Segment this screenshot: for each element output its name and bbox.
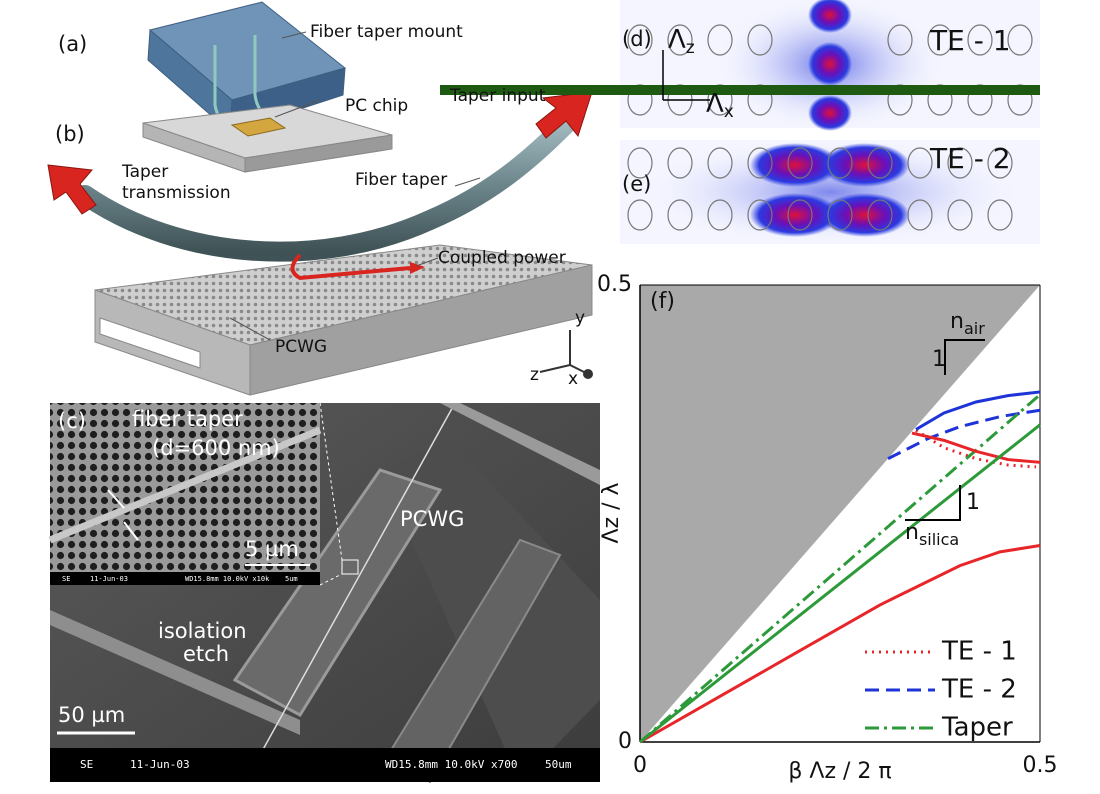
scale-label: 5 µm	[245, 537, 299, 561]
label: PCWG	[400, 507, 464, 531]
axis-label: z	[530, 365, 539, 385]
panel-label: (d)	[622, 27, 652, 51]
annotation: 1	[932, 347, 946, 372]
axis-label: x	[568, 369, 578, 389]
y-tick-label: 0.5	[597, 272, 632, 297]
series-line	[639, 544, 1041, 744]
annotation: nsilica	[905, 520, 959, 549]
footer: SE	[80, 758, 93, 771]
x-tick-label: 0	[633, 753, 647, 778]
slope-marker	[905, 485, 961, 521]
label: Λz	[668, 25, 695, 59]
label: fiber taper	[132, 407, 243, 431]
label: transmission	[122, 183, 231, 203]
label: Taper	[121, 162, 168, 182]
panel-label: (e)	[622, 172, 651, 196]
label: etch	[183, 642, 229, 666]
slope-marker	[944, 339, 985, 375]
panel-label: (a)	[58, 32, 87, 56]
scale-label: 50 µm	[58, 703, 125, 727]
label: Fiber taper mount	[310, 22, 463, 42]
label: Coupled power	[438, 248, 566, 268]
x-tick-label: 0.5	[1023, 753, 1058, 778]
axis-label: y	[575, 308, 585, 328]
schematic: (a) Fiber taper mount PC chip (b) Taper …	[47, 1, 593, 396]
series-line	[911, 431, 1041, 464]
legend-label: Taper	[941, 713, 1013, 743]
label: x	[724, 102, 734, 122]
panel-label: (c)	[58, 409, 86, 433]
label: Λ	[668, 25, 686, 55]
footer: WD15.8mm 10.0kV x700	[385, 758, 517, 771]
label: (d=600 nm)	[152, 436, 280, 460]
series-line	[915, 429, 1037, 469]
label: PC chip	[345, 96, 408, 116]
annotation: 1	[966, 490, 980, 515]
footer: 11-Jun-03	[90, 575, 128, 583]
mode-label: TE - 1	[929, 24, 1011, 57]
series-line	[915, 390, 1041, 431]
label: z	[686, 38, 695, 58]
footer: 5um	[285, 575, 298, 583]
legend-label: TE - 2	[941, 675, 1017, 705]
label: Λ	[706, 89, 724, 119]
footer: 11-Jun-03	[130, 758, 190, 771]
light-cone	[640, 285, 1040, 742]
annotation: air	[964, 319, 985, 338]
series-line	[887, 408, 1041, 461]
label: Fiber taper	[355, 170, 447, 190]
x-axis-label: β Λz / 2 π	[788, 759, 891, 784]
field-maps: (d) Λz Λx Taper input TE - 1 (e) TE - 2	[440, 0, 1040, 247]
sem-image: (c) fiber taper (d=600 nm) 5 µm SE 11-Ju…	[48, 402, 600, 784]
y-axis-label: Λz / λ	[599, 482, 624, 543]
panel-label: (b)	[55, 122, 85, 146]
mode-label: TE - 2	[929, 142, 1011, 175]
series-line	[639, 423, 1041, 744]
legend-label: TE - 1	[941, 637, 1017, 667]
footer: 50um	[545, 758, 572, 771]
label: PCWG	[275, 337, 327, 357]
label: Λx	[706, 89, 734, 123]
footer: WD15.8mm 10.0kV x10k	[185, 575, 270, 583]
footer: SE	[62, 575, 70, 583]
annotation: nair	[950, 309, 985, 338]
panel-label: (f)	[650, 289, 675, 314]
y-tick-label: 0	[618, 729, 632, 754]
annotation: silica	[919, 530, 959, 549]
annotation: n	[905, 520, 919, 545]
series-line	[639, 393, 1041, 744]
label: isolation	[158, 619, 247, 643]
label: Taper input	[449, 86, 546, 106]
annotation: n	[950, 309, 964, 334]
